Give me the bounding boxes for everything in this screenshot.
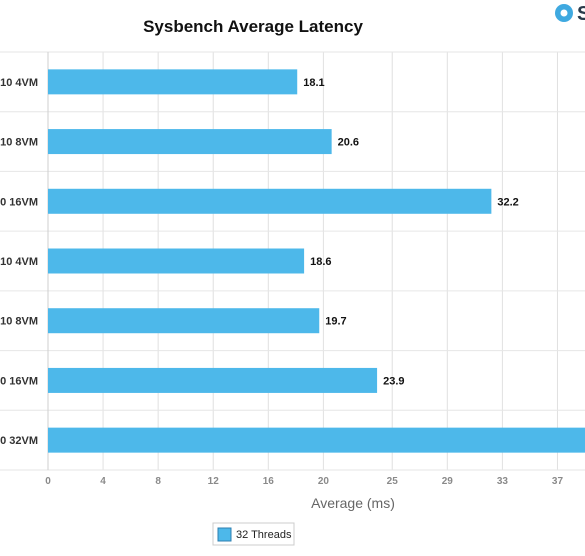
x-tick-label: 33 [497, 476, 509, 487]
bar[interactable] [48, 427, 585, 453]
bar[interactable] [48, 129, 332, 155]
x-tick-label: 37 [552, 476, 564, 487]
bar[interactable] [48, 248, 305, 274]
category-labels: 10 4VM 10 8VM 0 16VM 10 4VM 10 8VM 0 16VM 0 32… [0, 77, 38, 447]
category-label: 10 8VM [0, 137, 38, 149]
x-tick-label: 16 [263, 476, 275, 487]
bar[interactable] [48, 188, 492, 214]
bar-value-label: 32.2 [497, 196, 518, 208]
bar-value-label: 18.1 [303, 77, 324, 89]
bar-value-label: 23.9 [383, 375, 404, 387]
x-tick-label: 0 [45, 476, 51, 487]
category-label: 10 8VM [0, 316, 38, 328]
brand-text: S [577, 3, 585, 25]
x-axis-title: Average (ms) [311, 495, 395, 511]
x-tick-label: 25 [387, 476, 399, 487]
legend-box[interactable] [212, 522, 295, 546]
category-label: 0 32VM [0, 435, 38, 447]
x-tick-label: 4 [100, 476, 106, 487]
bar-value-label: 19.7 [325, 316, 346, 328]
x-tick-label: 20 [318, 476, 330, 487]
category-label: 10 4VM [0, 256, 38, 268]
legend[interactable]: 32 Threads [212, 522, 295, 546]
category-label: 10 4VM [0, 77, 38, 89]
bar-series: 18.1 20.6 32.2 18.6 19.7 23.9 [48, 69, 585, 453]
chart-title: Sysbench Average Latency [143, 17, 363, 36]
bar[interactable] [48, 308, 320, 334]
bar[interactable] [48, 69, 298, 95]
x-tick-label: 12 [208, 476, 220, 487]
bar[interactable] [48, 367, 378, 393]
x-tick-labels: 0 4 8 12 16 20 25 29 33 37 [45, 476, 563, 487]
bar-value-label: 18.6 [310, 256, 331, 268]
legend-swatch [217, 527, 232, 542]
x-tick-label: 29 [442, 476, 454, 487]
legend-label: 32 Threads [236, 529, 292, 541]
category-label: 0 16VM [0, 196, 38, 208]
x-tick-label: 8 [155, 476, 161, 487]
brand-logo-icon [555, 4, 573, 22]
category-label: 0 16VM [0, 375, 38, 387]
brand-logo: S [555, 3, 585, 25]
bar-value-label: 20.6 [338, 137, 359, 149]
